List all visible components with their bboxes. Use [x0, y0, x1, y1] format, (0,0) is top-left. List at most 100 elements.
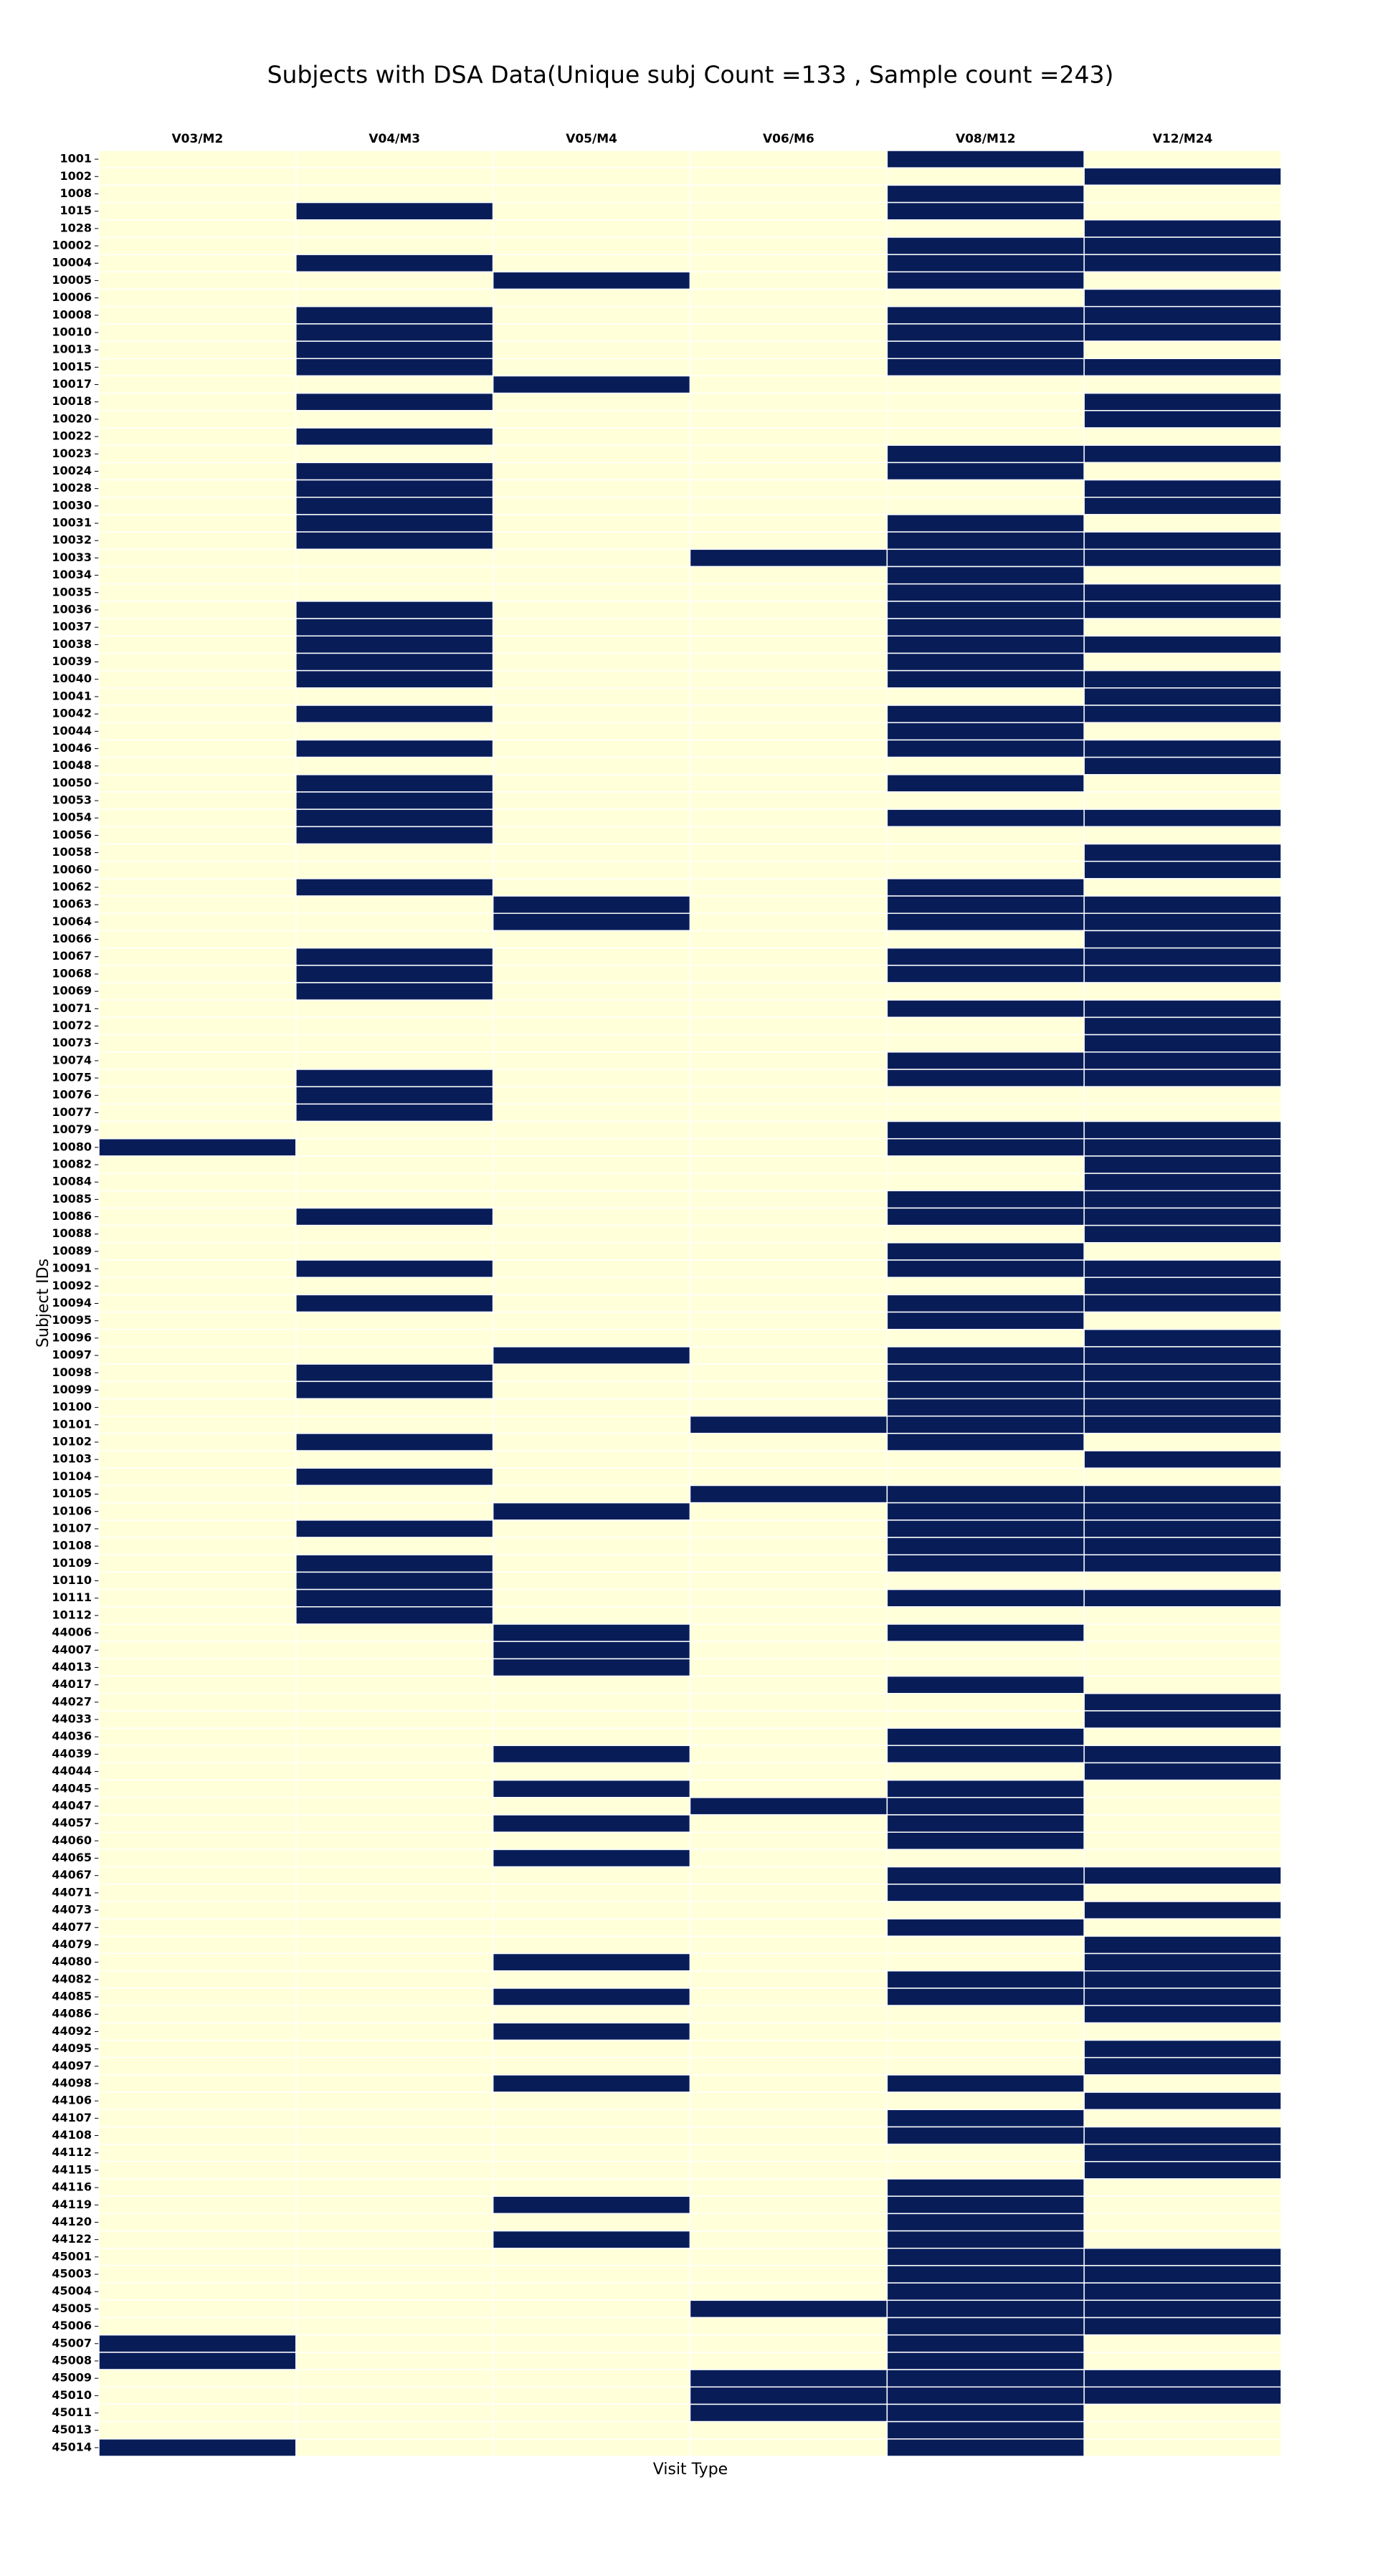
heatmap-cell — [886, 1588, 1085, 1608]
heatmap-cell — [98, 1311, 297, 1330]
heatmap-cell — [689, 548, 888, 568]
heatmap-cell — [98, 826, 297, 845]
heatmap-cell — [689, 1502, 888, 1521]
heatmap-cell — [98, 1988, 297, 2006]
heatmap-cell — [98, 462, 297, 481]
heatmap-cell — [1083, 1588, 1282, 1608]
heatmap-cell — [689, 566, 888, 585]
heatmap-cell — [689, 2438, 888, 2457]
heatmap-cell — [886, 305, 1085, 325]
heatmap-cell — [689, 2143, 888, 2162]
heatmap-cell — [492, 1988, 691, 2006]
heatmap-cell — [886, 1242, 1085, 1261]
heatmap-cell — [98, 305, 297, 325]
heatmap-cell — [1083, 1797, 1282, 1816]
heatmap-cell — [1083, 2403, 1282, 2423]
heatmap-cell — [689, 930, 888, 949]
heatmap-cell — [689, 687, 888, 706]
heatmap-cell — [98, 375, 297, 394]
heatmap-cell — [492, 2282, 691, 2301]
heatmap-cell — [492, 1207, 691, 1226]
heatmap-cell — [98, 1329, 297, 1347]
heatmap-cell — [886, 184, 1085, 204]
heatmap-cell — [689, 497, 888, 515]
heatmap-cell — [98, 2039, 297, 2059]
heatmap-cell — [492, 583, 691, 602]
heatmap-cell — [295, 687, 494, 706]
heatmap-cell — [295, 2161, 494, 2180]
heatmap-cell — [1083, 150, 1282, 168]
heatmap-cell — [295, 479, 494, 498]
heatmap-cell — [492, 271, 691, 290]
heatmap-cell — [886, 1259, 1085, 1278]
y-tick-label: 44106 — [52, 2094, 92, 2107]
heatmap-cell — [886, 2022, 1085, 2041]
heatmap-cell — [886, 375, 1085, 394]
y-tick-label: 44060 — [52, 1833, 92, 1847]
heatmap-cell — [689, 323, 888, 342]
heatmap-cell — [295, 1484, 494, 1504]
heatmap-cell — [886, 410, 1085, 429]
heatmap-cell — [295, 1363, 494, 1383]
heatmap-cell — [295, 1831, 494, 1851]
y-tick-label: 10005 — [52, 273, 92, 287]
heatmap-cell — [886, 687, 1085, 706]
heatmap-cell — [886, 1901, 1085, 1919]
heatmap-cell — [295, 1502, 494, 1521]
heatmap-cell — [689, 947, 888, 966]
y-tick-label: 10032 — [52, 533, 92, 547]
heatmap-cell — [886, 2334, 1085, 2353]
heatmap-cell — [886, 1433, 1085, 1451]
heatmap-cell — [689, 2178, 888, 2197]
heatmap-cell — [689, 1866, 888, 1885]
y-tick-label: 10085 — [52, 1192, 92, 1206]
heatmap-cell — [689, 1155, 888, 1174]
heatmap-cell — [98, 1034, 297, 1053]
heatmap-cell — [886, 1675, 1085, 1694]
y-tick-label: 10010 — [52, 325, 92, 338]
heatmap-cell — [98, 601, 297, 619]
heatmap-cell — [295, 774, 494, 793]
heatmap-cell — [98, 1623, 297, 1642]
heatmap-cell — [295, 705, 494, 723]
heatmap-cell — [98, 1710, 297, 1729]
heatmap-cell — [1083, 1294, 1282, 1313]
heatmap-cell — [886, 1779, 1085, 1798]
heatmap-cell — [689, 271, 888, 290]
heatmap-cell — [1083, 1554, 1282, 1573]
heatmap-cell — [492, 1710, 691, 1729]
heatmap-cell — [1083, 2005, 1282, 2024]
heatmap-cell — [886, 1224, 1085, 1244]
heatmap-cell — [689, 2056, 888, 2076]
heatmap-cell — [98, 1016, 297, 1036]
heatmap-cell — [295, 739, 494, 758]
heatmap-cell — [1083, 965, 1282, 983]
heatmap-cell — [98, 2247, 297, 2266]
heatmap-cell — [98, 705, 297, 723]
heatmap-cell — [1083, 1224, 1282, 1244]
y-tick-label: 10058 — [52, 845, 92, 859]
heatmap-cell — [886, 254, 1085, 273]
heatmap-cell — [689, 444, 888, 464]
heatmap-cell — [1083, 1675, 1282, 1694]
heatmap-cell — [492, 999, 691, 1019]
heatmap-cell — [492, 1224, 691, 1244]
heatmap-cell — [295, 392, 494, 411]
chart-title: Subjects with DSA Data(Unique subj Count… — [267, 61, 1114, 89]
heatmap-cell — [295, 1207, 494, 1226]
heatmap-cell — [1083, 669, 1282, 689]
heatmap-cell — [295, 375, 494, 394]
heatmap-cell — [1083, 2126, 1282, 2145]
heatmap-cell — [492, 1884, 691, 1902]
heatmap-cell — [1083, 1467, 1282, 1487]
heatmap-cell — [492, 167, 691, 186]
heatmap-cell — [98, 669, 297, 689]
heatmap-cell — [492, 1537, 691, 1555]
y-tick-label: 44092 — [52, 2024, 92, 2038]
y-tick-label: 44079 — [52, 1937, 92, 1951]
heatmap-cell — [295, 566, 494, 585]
heatmap-cell — [98, 722, 297, 741]
heatmap-cell — [689, 583, 888, 602]
heatmap-cell — [295, 1294, 494, 1313]
heatmap-cell — [886, 1207, 1085, 1226]
